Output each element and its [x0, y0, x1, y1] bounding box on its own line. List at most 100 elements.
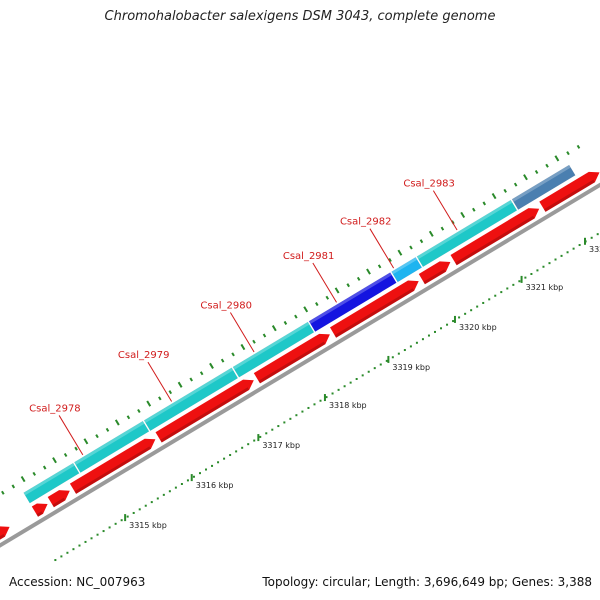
scale-dot	[385, 359, 388, 362]
reverse-gene-arrow[interactable]	[418, 261, 451, 285]
reverse-gene-arrow[interactable]	[253, 333, 330, 384]
scale-dot	[554, 258, 557, 261]
scale-dot	[482, 301, 485, 304]
forward-gene-block[interactable]	[23, 462, 80, 504]
scale-dot	[319, 399, 322, 402]
reverse-gene-shade	[423, 269, 446, 285]
scale-dot	[355, 377, 358, 380]
gc-tick	[83, 438, 89, 445]
reverse-gene-arrow[interactable]	[330, 280, 419, 338]
forward-gene-highlight	[512, 165, 571, 202]
gene-label[interactable]: Csal_2980	[200, 301, 252, 312]
gc-tick	[325, 295, 330, 300]
forward-gene-block[interactable]	[73, 420, 150, 473]
forward-gene-block[interactable]	[416, 199, 518, 268]
scale-dot	[307, 406, 310, 409]
scale-dot	[132, 511, 135, 514]
scale-tick-label: 3317 kbp	[262, 441, 300, 450]
scale-dot	[403, 349, 406, 352]
gc-tick	[240, 343, 246, 351]
scale-dot	[337, 388, 340, 391]
gene-leader-line	[312, 262, 337, 303]
accession-text: Accession: NC_007963	[9, 575, 146, 589]
gc-tick	[1, 490, 5, 495]
reverse-gene-arrow[interactable]	[155, 379, 254, 443]
scale-dot	[144, 504, 147, 507]
scale-dot	[72, 548, 75, 551]
gc-tick	[158, 396, 162, 401]
gc-tick	[523, 174, 528, 181]
reverse-gene-arrow[interactable]	[0, 526, 10, 558]
scale-dot	[96, 533, 99, 536]
scale-dot	[235, 450, 238, 453]
scale-dot	[548, 262, 551, 265]
forward-gene-block[interactable]	[511, 164, 576, 210]
scale-dot	[108, 526, 111, 529]
scale-dot	[572, 247, 575, 250]
scale-dot	[560, 254, 563, 257]
scale-dot	[343, 385, 346, 388]
scale-dot	[391, 356, 394, 359]
gc-tick	[283, 320, 288, 325]
gc-tick	[209, 362, 214, 369]
gc-tick	[252, 339, 256, 344]
gc-tick	[503, 188, 507, 193]
reverse-gene-arrow[interactable]	[69, 438, 156, 494]
gene-leader-line	[432, 190, 458, 231]
scale-dot	[66, 551, 69, 554]
forward-gene-block[interactable]	[232, 321, 315, 378]
scale-dot	[289, 417, 292, 420]
gene-label[interactable]: Csal_2981	[283, 251, 335, 262]
gc-tick	[74, 446, 78, 451]
scale-dot	[241, 446, 244, 449]
scale-dot	[253, 439, 256, 442]
reverse-gene-shade	[258, 341, 326, 384]
reverse-gene-arrow[interactable]	[450, 208, 540, 266]
scale-dot	[494, 294, 497, 297]
summary-text: Topology: circular; Length: 3,696,649 bp…	[262, 575, 592, 589]
scale-dot	[198, 472, 201, 475]
scale-dot	[186, 479, 189, 482]
gene-label[interactable]: Csal_2982	[340, 217, 392, 228]
scale-tick-label: 3320 kbp	[459, 323, 497, 332]
scale-dot	[211, 464, 214, 467]
reverse-gene-arrow[interactable]	[539, 171, 600, 212]
gc-tick	[315, 302, 319, 307]
gc-tick	[126, 415, 131, 420]
gc-tick	[388, 258, 392, 263]
gene-label[interactable]: Csal_2983	[403, 179, 455, 190]
gc-tick	[472, 207, 476, 212]
forward-gene-block[interactable]	[143, 367, 239, 432]
scale-dot	[578, 244, 581, 247]
backbone-track	[0, 182, 600, 548]
gene-label[interactable]: Csal_2978	[29, 403, 81, 414]
gc-tick	[114, 419, 120, 426]
gc-tick	[566, 151, 570, 156]
forward-gene-block[interactable]	[308, 272, 397, 332]
scale-dot	[367, 370, 370, 373]
scale-dot	[192, 475, 195, 478]
gc-tick	[440, 226, 445, 231]
gene-label[interactable]: Csal_2979	[118, 350, 170, 361]
scale-tick-label: 3319 kbp	[392, 363, 430, 372]
scale-dot	[259, 435, 262, 438]
forward-strand-track	[23, 164, 576, 504]
scale-dot	[596, 233, 599, 236]
gc-tick	[428, 230, 434, 237]
reverse-gene-arrow[interactable]	[47, 490, 70, 508]
gc-tick	[271, 325, 277, 332]
gc-tick	[32, 471, 36, 476]
scale-tick-label: 3321 kbp	[526, 283, 564, 292]
scale-dot	[524, 276, 527, 279]
forward-gene-block[interactable]	[391, 256, 423, 283]
scale-dot	[247, 443, 250, 446]
genome-title: Chromohalobacter salexigens DSM 3043, co…	[104, 9, 496, 24]
reverse-gene-shade	[36, 511, 44, 517]
scale-dot	[277, 425, 280, 428]
reverse-gene-shade	[455, 215, 535, 266]
backbone-line	[0, 182, 600, 548]
scale-dot	[126, 515, 129, 518]
reverse-gene-arrow[interactable]	[31, 503, 48, 517]
